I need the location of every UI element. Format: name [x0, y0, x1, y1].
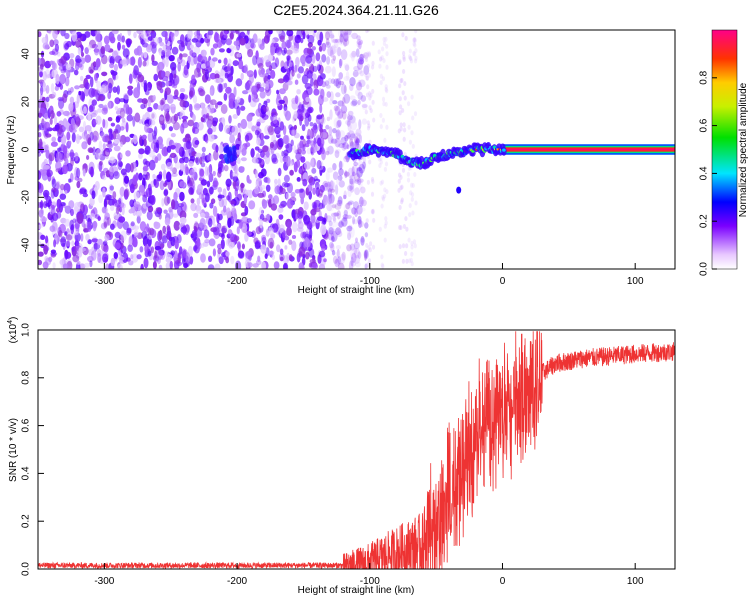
colorbar-tick-label: 0.6	[699, 118, 710, 132]
colorbar-gradient	[712, 30, 737, 269]
colorbar: 0.0 0.2 0.4 0.6 0.8 Normalized spectral ampl…	[699, 29, 749, 276]
snr-y-ticks: 0.0 0.2 0.4 0.6 0.8 1.0	[21, 323, 44, 576]
y-tick-label: 0.4	[21, 466, 32, 480]
spectrogram-y-label: Frequency (Hz)	[6, 116, 17, 185]
y-tick-label: 0.6	[21, 418, 32, 432]
spectrogram-y-ticks: -40 -20 0 20 40	[21, 48, 44, 252]
snr-frame	[37, 329, 676, 570]
x-tick-label: 0	[500, 576, 506, 587]
x-tick-label: -300	[94, 276, 114, 287]
y-tick-label: 0.2	[21, 514, 32, 528]
y-tick-label: -20	[21, 190, 32, 205]
colorbar-tick-label: 0.8	[699, 70, 710, 84]
spectrogram-x-ticks: -300 -200 -100 0 100	[94, 263, 644, 287]
x-tick-label: -200	[227, 276, 247, 287]
y-tick-label: 0.8	[21, 370, 32, 384]
x-tick-label: -100	[360, 276, 380, 287]
spectrogram-ridge	[347, 142, 675, 194]
colorbar-frame	[711, 29, 738, 270]
snr-series-line	[38, 331, 675, 569]
snr-multiplier-exp: 4	[7, 320, 14, 324]
y-tick-label: 40	[21, 48, 32, 60]
x-tick-label: 100	[627, 276, 644, 287]
y-tick-label: -40	[21, 237, 32, 252]
x-tick-label: -200	[227, 576, 247, 587]
y-tick-label: 20	[21, 96, 32, 108]
snr-y-multiplier: (x104)	[7, 317, 19, 344]
snr-y-label: SNR (10 * v/v)	[8, 418, 19, 482]
chart-title: C2E5.2024.364.21.11.G26	[273, 2, 439, 18]
y-tick-label: 0.0	[21, 562, 32, 576]
colorbar-tick-label: 0.2	[699, 214, 710, 228]
y-tick-label: 1.0	[21, 323, 32, 337]
snr-multiplier-base: (x10	[8, 323, 19, 343]
x-tick-label: -100	[360, 576, 380, 587]
spectrogram-x-label: Height of straight line (km)	[298, 285, 415, 296]
colorbar-ticks: 0.0 0.2 0.4 0.6 0.8	[699, 70, 717, 276]
colorbar-label: Normalized spectral amplitude	[738, 82, 749, 217]
x-tick-label: 0	[500, 276, 506, 287]
snr-x-ticks: -300 -200 -100 0 100	[94, 563, 644, 587]
y-tick-label: 0	[21, 146, 32, 152]
snr-plot-area	[38, 330, 675, 569]
colorbar-tick-label: 0.0	[699, 262, 710, 276]
snr-x-label: Height of straight line (km)	[298, 585, 415, 596]
snr-panel: -300 -200 -100 0 100 0.0 0.2 0.4 0.6 0.8 1.0 Heig…	[7, 317, 676, 596]
x-tick-label: 100	[627, 576, 644, 587]
x-tick-label: -300	[94, 576, 114, 587]
spectrogram-noise	[38, 30, 418, 269]
svg-text:(x104): (x104)	[7, 317, 19, 344]
colorbar-tick-label: 0.4	[699, 166, 710, 180]
